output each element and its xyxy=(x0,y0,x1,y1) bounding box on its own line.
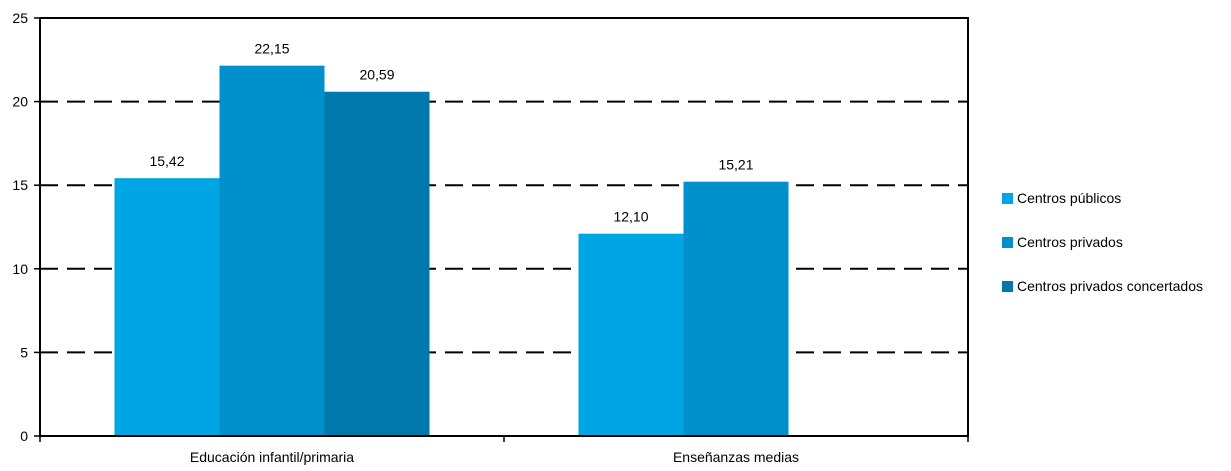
legend-swatch xyxy=(1002,192,1013,204)
data-label: 22,15 xyxy=(254,41,289,57)
legend-label: Centros públicos xyxy=(1017,190,1122,206)
bar xyxy=(114,178,220,436)
legend: Centros públicos Centros privados Centro… xyxy=(1002,176,1203,308)
y-tick-label: 15 xyxy=(12,177,28,193)
legend-item-centros-publicos: Centros públicos xyxy=(1002,176,1203,220)
x-tick-label: Enseñanzas medias xyxy=(673,449,799,465)
legend-item-centros-privados-concertados: Centros privados concertados xyxy=(1002,264,1203,308)
data-label: 15,42 xyxy=(149,153,184,169)
y-tick-label: 25 xyxy=(12,10,28,26)
data-label: 12,10 xyxy=(613,209,648,225)
data-label: 15,21 xyxy=(718,157,753,173)
legend-label: Centros privados xyxy=(1017,234,1123,250)
y-axis: 0 5 10 15 20 25 xyxy=(12,10,40,444)
legend-label: Centros privados concertados xyxy=(1017,278,1203,294)
y-tick-label: 10 xyxy=(12,261,28,277)
data-label: 20,59 xyxy=(359,67,394,83)
legend-swatch xyxy=(1002,236,1013,248)
bar xyxy=(219,65,325,436)
bar xyxy=(324,91,430,436)
legend-swatch xyxy=(1002,280,1013,292)
x-tick-label: Educación infantil/primaria xyxy=(190,449,354,465)
y-tick-label: 20 xyxy=(12,94,28,110)
x-axis: Educación infantil/primaria Enseñanzas me… xyxy=(39,436,969,465)
legend-item-centros-privados: Centros privados xyxy=(1002,220,1203,264)
bar xyxy=(578,233,684,436)
y-tick-label: 0 xyxy=(20,428,28,444)
y-tick-label: 5 xyxy=(20,344,28,360)
bars xyxy=(114,65,789,436)
data-labels: 15,42 22,15 20,59 12,10 15,21 xyxy=(149,41,753,225)
bar xyxy=(683,181,789,436)
gridlines xyxy=(40,100,968,354)
